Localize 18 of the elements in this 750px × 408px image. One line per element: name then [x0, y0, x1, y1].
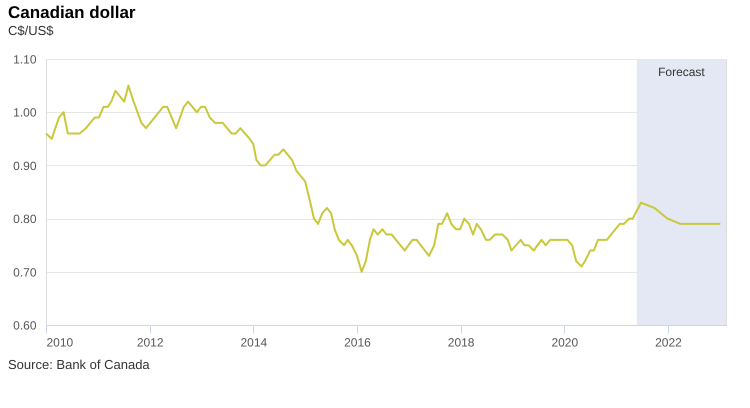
line-series [45, 84, 722, 273]
y-tick-label: 0.90 [13, 158, 37, 173]
y-tick-label: 0.60 [13, 318, 37, 332]
band-label: Forecast [658, 65, 706, 79]
x-tick-label: 2016 [344, 336, 372, 350]
y-tick-label: 1.00 [13, 106, 37, 120]
chart-title: Canadian dollar [8, 3, 136, 22]
x-tick-label: 2012 [136, 336, 164, 350]
source-note: Source: Bank of Canada [8, 357, 150, 372]
x-tick-label: 2022 [655, 336, 682, 350]
x-tick-label: 2014 [240, 336, 268, 350]
x-tick-label: 2010 [46, 336, 74, 350]
y-tick-label: 1.10 [13, 52, 37, 66]
y-tick-label: 0.80 [13, 212, 37, 226]
x-tick-label: 2018 [448, 336, 475, 350]
x-tick-label: 2020 [551, 336, 578, 350]
y-tick-label: 0.70 [13, 265, 37, 280]
chart-subtitle: C$/US$ [8, 23, 54, 38]
